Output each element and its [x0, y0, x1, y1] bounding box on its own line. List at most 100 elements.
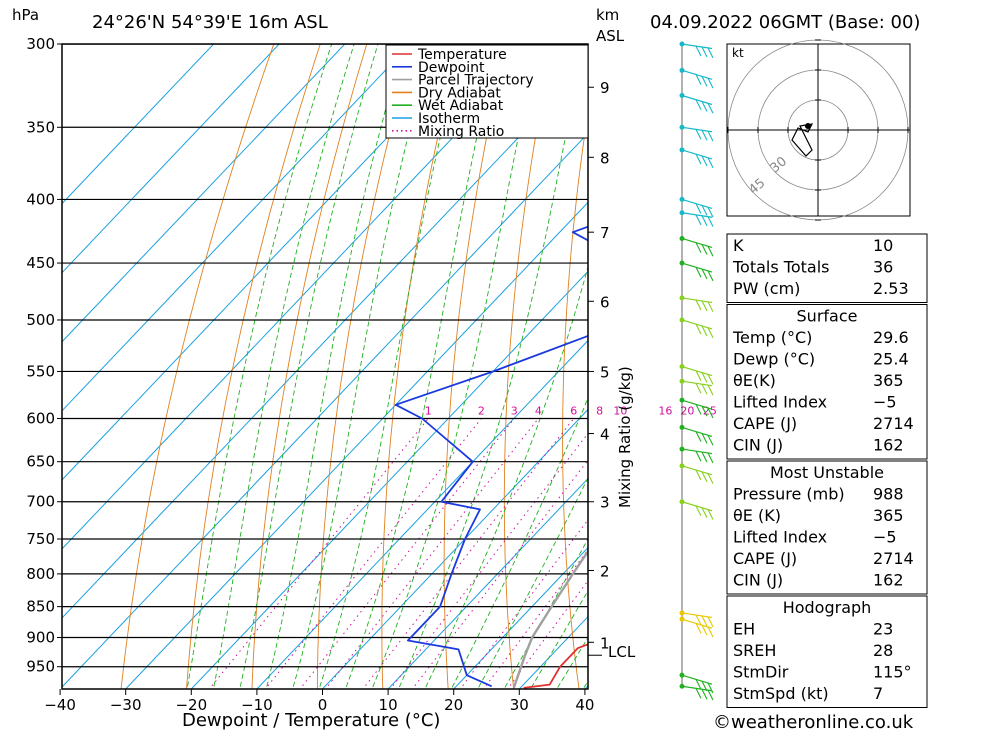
- index-label: θE (K): [733, 506, 781, 525]
- index-value: −5: [873, 393, 897, 412]
- x-axis-title: Dewpoint / Temperature (°C): [182, 710, 440, 731]
- index-label: θE(K): [733, 371, 776, 390]
- barb-shaft: [681, 465, 713, 476]
- isotherm-line: [62, 44, 215, 205]
- axes: 3003504004505005506006507007508008509009…: [26, 35, 609, 714]
- wet-adiabat-line: [424, 265, 588, 689]
- index-block-surface-title: Surface: [797, 307, 858, 326]
- x-tick-label: −40: [44, 696, 76, 714]
- mixing-ratio-label: 2: [478, 404, 485, 417]
- barb-feather: [695, 45, 702, 57]
- index-label: EH: [733, 620, 755, 639]
- footer-credit: ©weatheronline.co.uk: [713, 712, 914, 733]
- pressure-tick-label: 600: [26, 409, 55, 427]
- temperature-line: [523, 643, 588, 689]
- barb-feather: [707, 626, 714, 638]
- index-label: Pressure (mb): [733, 485, 845, 504]
- barb-feather: [701, 451, 708, 463]
- index-block-general: [726, 233, 928, 303]
- height-tick-label: 5: [600, 363, 610, 381]
- legend-entry: Dry Adiabat: [418, 85, 501, 101]
- pressure-tick-label: 800: [26, 565, 55, 583]
- location-title: 24°26'N 54°39'E 16m ASL: [92, 12, 328, 33]
- index-label: CAPE (J): [733, 414, 797, 433]
- index-label: Temp (°C): [732, 328, 812, 347]
- index-block-hodograph-title: Hodograph: [783, 598, 872, 617]
- barb-shaft: [681, 149, 713, 160]
- barb-feather: [707, 157, 714, 168]
- height-tick-label: 1: [600, 634, 610, 652]
- legend-box: [385, 44, 589, 139]
- barb-feather: [701, 383, 708, 395]
- barb-feather: [701, 300, 708, 312]
- mixing-ratio-line: [362, 418, 575, 689]
- isotherm-line: [62, 44, 280, 274]
- wind-barb: [679, 67, 714, 89]
- barb-feather: [707, 452, 714, 464]
- index-value: 115°: [873, 663, 912, 682]
- barb-feather: [707, 77, 714, 89]
- wind-barb: [679, 196, 714, 218]
- isotherm-line: [62, 44, 412, 412]
- barb-feather: [707, 407, 714, 419]
- wind-barb: [679, 610, 714, 628]
- wet-adiabat-line: [212, 44, 355, 689]
- wet-adiabat-line: [450, 396, 588, 689]
- wind-barb: [679, 92, 714, 114]
- wind-barb: [679, 295, 714, 313]
- pressure-tick-label: 850: [26, 598, 55, 616]
- wind-barb: [679, 499, 714, 520]
- barb-feather: [701, 372, 708, 383]
- barb-shaft: [681, 69, 713, 80]
- height-tick-label: 9: [600, 79, 610, 97]
- barb-feather: [701, 205, 708, 216]
- index-value: 28: [873, 641, 893, 660]
- index-value: 365: [873, 506, 904, 525]
- index-label: PW (cm): [733, 279, 800, 298]
- mixing-ratio-line: [411, 459, 588, 689]
- barb-feather: [695, 431, 702, 442]
- barb-feather: [695, 267, 702, 278]
- mixing-ratio-label: 8: [596, 404, 603, 417]
- barb-feather: [701, 46, 708, 58]
- index-block-hodograph: [726, 595, 928, 708]
- barb-shaft: [681, 198, 713, 209]
- index-label: CIN (J): [733, 436, 783, 455]
- barb-shaft: [681, 94, 713, 106]
- index-label: SREH: [733, 641, 776, 660]
- barb-feather: [695, 299, 702, 311]
- barb-feather: [695, 679, 702, 690]
- wind-barb: [679, 260, 714, 282]
- barb-feather: [707, 509, 714, 520]
- wind-barb: [679, 616, 714, 638]
- wet-adiabat-line: [239, 44, 379, 689]
- barb-feather: [707, 473, 714, 484]
- barb-feather: [701, 215, 708, 227]
- x-tick-label: 10: [379, 696, 398, 714]
- barb-shaft: [681, 448, 713, 455]
- index-value: 988: [873, 485, 904, 504]
- barb-feather: [707, 682, 714, 694]
- wind-barb: [679, 683, 714, 701]
- barb-shaft: [681, 685, 713, 692]
- x-tick-label: −30: [110, 696, 142, 714]
- wind-barb: [679, 124, 714, 142]
- wind-barbs: [679, 41, 714, 701]
- barb-feather: [695, 153, 702, 165]
- barb-shaft: [681, 365, 713, 377]
- legend-entry: Dewpoint: [418, 60, 485, 76]
- mixing-ratio-line: [389, 432, 588, 689]
- legend-entry: Mixing Ratio: [418, 124, 504, 140]
- barb-feather: [695, 74, 702, 85]
- index-label: Dewp (°C): [733, 350, 815, 369]
- dry-adiabat-line: [674, 7, 711, 695]
- barb-shaft: [681, 501, 713, 512]
- index-value: 10: [873, 236, 893, 255]
- mixing-ratio-label: 16: [658, 404, 672, 417]
- pressure-tick-label: 650: [26, 453, 55, 471]
- barb-shaft: [681, 319, 713, 330]
- barb-feather: [701, 615, 708, 627]
- index-block-most-unstable-title: Most Unstable: [770, 463, 884, 482]
- barb-feather: [701, 101, 708, 112]
